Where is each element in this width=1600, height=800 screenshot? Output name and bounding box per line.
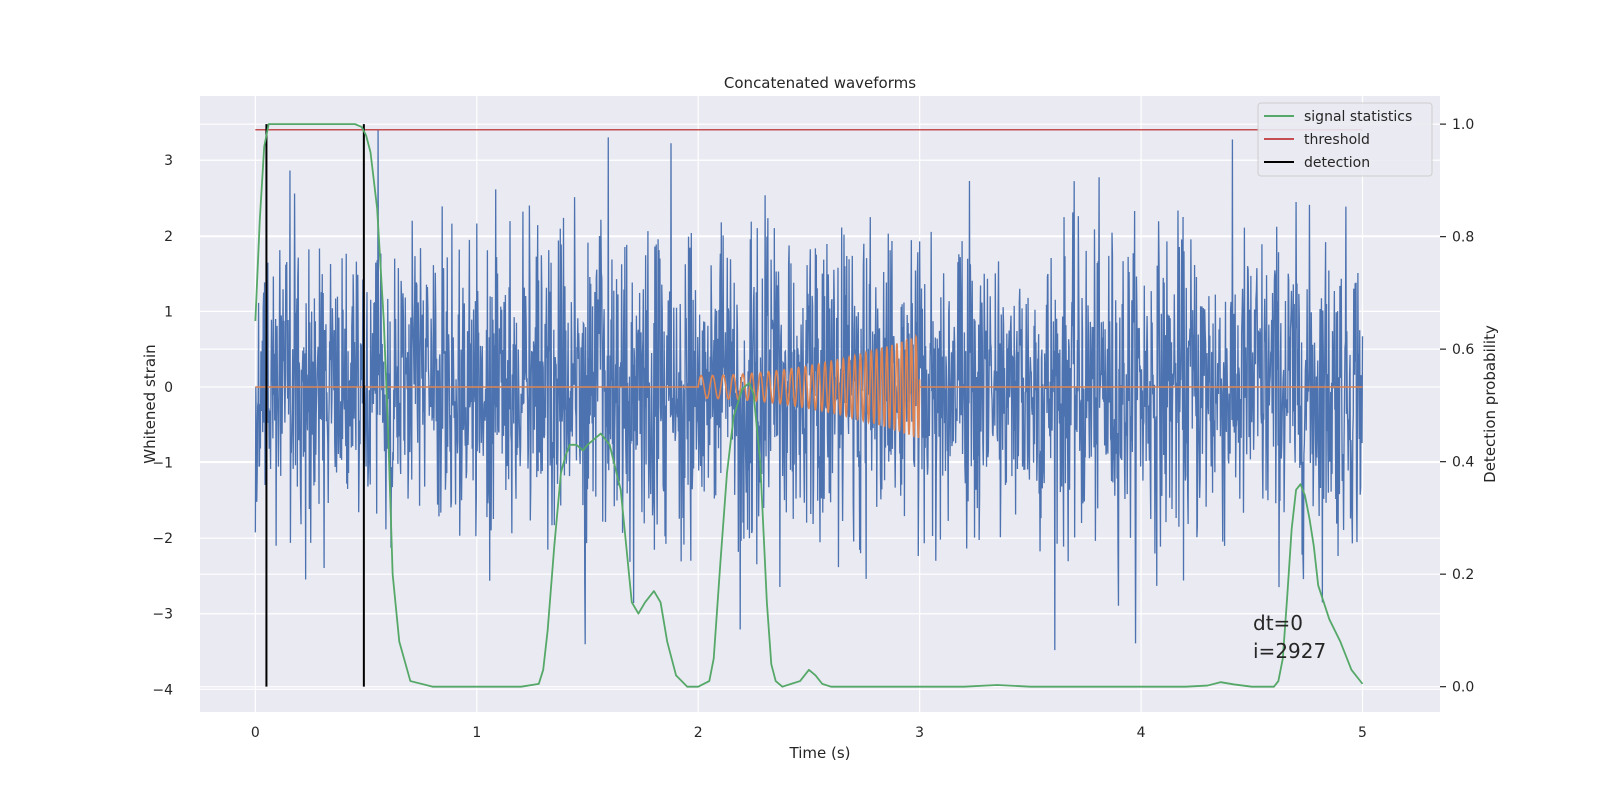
y-tick-label-right: 0.0 <box>1452 680 1474 696</box>
x-tick-label: 5 <box>1358 725 1367 741</box>
annotation-dt: dt=0 <box>1253 611 1303 635</box>
legend-label-threshold: threshold <box>1304 132 1370 148</box>
annotation-index: i=2927 <box>1253 639 1326 663</box>
y-tick-label-left: 3 <box>164 153 173 169</box>
axis-ticks: 0 1 2 3 4 5 −4 −3 −2 −1 0 1 2 3 0.0 0.2 0.4 0.6 0.8 1.0 <box>152 117 1474 741</box>
y-tick-label-right: 0.4 <box>1452 455 1474 471</box>
x-tick-label: 1 <box>472 725 481 741</box>
y-tick-label-left: −4 <box>152 682 173 698</box>
y-tick-label-left: −1 <box>152 456 173 472</box>
x-tick-label: 0 <box>251 725 260 741</box>
overlay-series-layer <box>254 123 1364 688</box>
chirp-series-line <box>255 333 1363 439</box>
y-tick-label-left: 2 <box>164 229 173 245</box>
chart-title: Concatenated waveforms <box>724 74 916 92</box>
y-tick-label-right: 0.8 <box>1452 230 1474 246</box>
y-tick-label-right: 1.0 <box>1452 117 1474 133</box>
y-tick-label-left: −3 <box>152 607 173 623</box>
y-axis-label-left-text: Whitened strain <box>141 344 159 463</box>
legend-label-detection: detection <box>1304 155 1370 171</box>
noise-series-line <box>254 130 1364 651</box>
noise-series-layer <box>254 130 1364 651</box>
legend-label-signal-statistics: signal statistics <box>1304 109 1412 125</box>
x-tick-label: 4 <box>1137 725 1146 741</box>
y-tick-label-left: −2 <box>152 531 173 547</box>
y-axis-label-right: Detection probability <box>1481 325 1499 483</box>
x-axis-label: Time (s) <box>789 744 851 762</box>
x-tick-label: 3 <box>915 725 924 741</box>
y-tick-label-left: 0 <box>164 380 173 396</box>
y-tick-label-right: 0.6 <box>1452 342 1474 358</box>
legend-box <box>1257 102 1433 177</box>
y-tick-label-left: 1 <box>164 304 173 320</box>
signal-statistics-line <box>254 123 1364 688</box>
legend: signal statistics threshold detection <box>1257 102 1433 177</box>
x-tick-label: 2 <box>694 725 703 741</box>
y-tick-label-right: 0.2 <box>1452 567 1474 583</box>
